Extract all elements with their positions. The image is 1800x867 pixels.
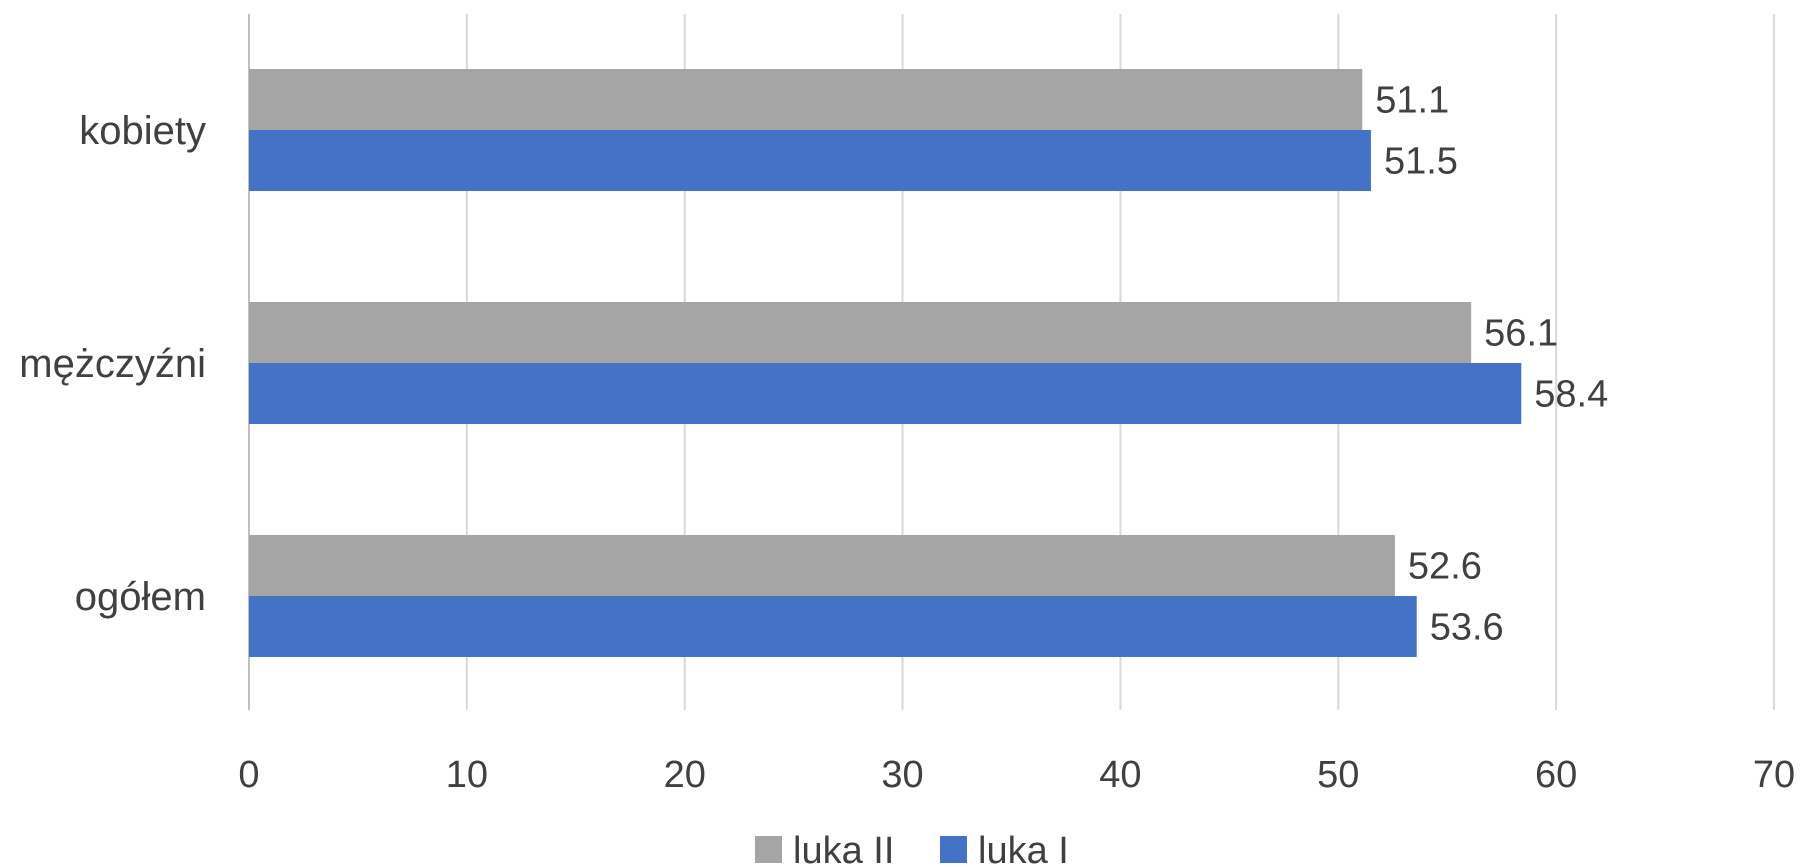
x-tick-label: 10 [446, 754, 488, 796]
data-label: 51.1 [1375, 80, 1449, 122]
x-tick-labels: 0 10 20 30 40 50 60 70 [238, 754, 1795, 796]
x-tick-label: 60 [1535, 754, 1577, 796]
bar [249, 69, 1363, 130]
data-label: 56.1 [1484, 313, 1558, 355]
x-tick-label: 40 [1099, 754, 1141, 796]
legend: luka II luka I [755, 830, 1069, 867]
x-tick-label: 20 [664, 754, 706, 796]
legend-swatch [940, 836, 967, 863]
category-label: ogółem [75, 575, 206, 619]
bar [249, 596, 1417, 657]
x-tick-label: 70 [1753, 754, 1795, 796]
x-tick-label: 50 [1317, 754, 1359, 796]
category-labels: kobiety mężczyźni ogółem [19, 109, 206, 619]
data-label: 53.6 [1430, 607, 1504, 649]
data-label: 58.4 [1534, 374, 1608, 416]
data-label: 51.5 [1384, 141, 1458, 183]
bar [249, 302, 1472, 363]
bars [249, 69, 1522, 657]
x-tick-label: 30 [881, 754, 923, 796]
bar [249, 363, 1522, 424]
category-label: kobiety [79, 109, 206, 153]
legend-label: luka I [978, 830, 1069, 867]
data-label: 52.6 [1408, 546, 1482, 588]
data-labels: 51.1 51.5 56.1 58.4 52.6 53.6 [1375, 80, 1608, 649]
category-label: mężczyźni [19, 342, 206, 386]
x-tick-label: 0 [238, 754, 259, 796]
bar [249, 535, 1395, 596]
legend-label: luka II [793, 830, 894, 867]
legend-swatch [755, 836, 782, 863]
bar [249, 130, 1371, 191]
